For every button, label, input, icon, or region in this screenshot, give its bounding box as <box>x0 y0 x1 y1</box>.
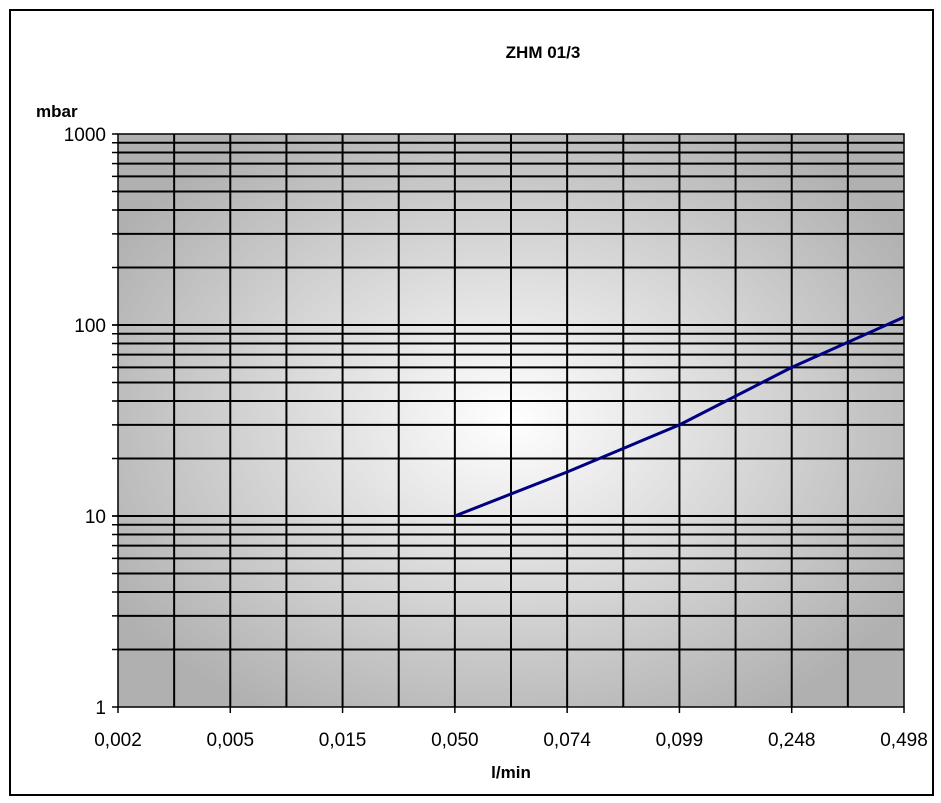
x-tick-label: 0,050 <box>431 730 479 751</box>
x-tick-label: 0,498 <box>880 730 928 751</box>
x-tick-labels: 0,002 0,005 0,015 0,050 0,074 0,099 0,248 0,498 <box>94 730 928 751</box>
x-tick-label: 0,074 <box>543 730 591 751</box>
y-tick-label: 100 <box>74 316 106 337</box>
x-tick-label: 0,248 <box>768 730 816 751</box>
x-tick-label: 0,015 <box>319 730 367 751</box>
y-tick-labels: 1 10 100 1000 <box>64 125 106 719</box>
x-tick-label: 0,099 <box>656 730 704 751</box>
y-tick-label: 1 <box>95 698 106 719</box>
chart-title: ZHM 01/3 <box>506 43 581 62</box>
x-tick-label: 0,002 <box>94 730 142 751</box>
x-tick-label: 0,005 <box>207 730 255 751</box>
y-tick-label: 10 <box>85 507 106 528</box>
y-tick-label: 1000 <box>64 125 106 146</box>
series-line <box>454 315 905 518</box>
x-axis-label: l/min <box>491 763 531 782</box>
vertical-gridlines <box>117 134 905 713</box>
series-layer <box>454 315 905 518</box>
y-axis-label: mbar <box>36 102 78 121</box>
